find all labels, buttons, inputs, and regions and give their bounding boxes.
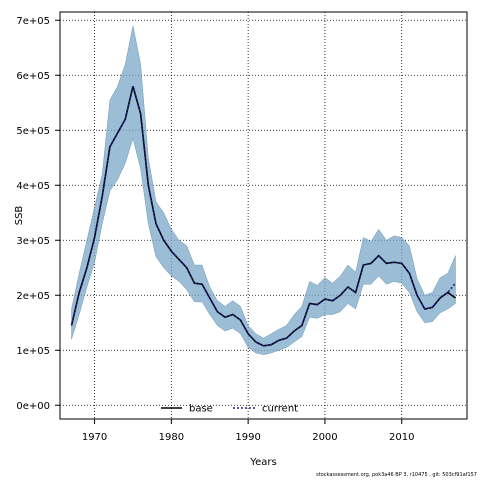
legend: base current [161, 404, 298, 415]
confidence-band [71, 25, 456, 355]
y-tick-label: 5e+05 [16, 126, 50, 137]
x-axis-title: Years [249, 457, 276, 468]
y-tick-label: 3e+05 [16, 236, 50, 247]
legend-current-label: current [262, 404, 298, 415]
current-series-line [70, 86, 457, 347]
y-tick-label: 1e+05 [16, 346, 50, 357]
y-axis: 0e+00 1e+05 2e+05 3e+05 4e+05 5e+05 6e+05 7e+05 [16, 16, 60, 412]
y-tick-label: 2e+05 [16, 291, 50, 302]
y-tick-label: 4e+05 [16, 181, 50, 192]
y-tick-label: 7e+05 [16, 16, 50, 27]
x-axis: 1970 1980 1990 2000 2010 [82, 419, 414, 443]
y-axis-title: SSB [14, 206, 25, 226]
x-tick-label: 1970 [82, 432, 107, 443]
footer-credit: stockassessment.org, pok3a46 BP 3, r1047… [316, 472, 477, 478]
y-tick-label: 0e+00 [16, 401, 50, 412]
grid [60, 12, 467, 419]
plot-frame [59, 11, 468, 420]
x-tick-label: 2000 [312, 432, 337, 443]
x-tick-label: 2010 [389, 432, 414, 443]
legend-base-label: base [189, 404, 213, 415]
y-tick-label: 6e+05 [16, 71, 50, 82]
x-tick-label: 1980 [159, 432, 184, 443]
x-tick-label: 1990 [235, 432, 260, 443]
